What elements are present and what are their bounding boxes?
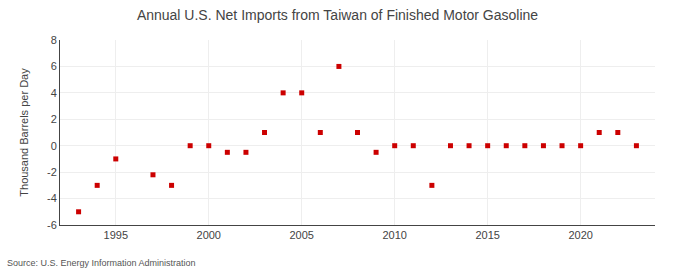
svg-text:Thousand Barrels per Day: Thousand Barrels per Day — [18, 68, 30, 197]
svg-text:-4: -4 — [47, 192, 57, 204]
svg-text:8: 8 — [51, 34, 57, 46]
svg-text:2015: 2015 — [475, 229, 499, 241]
svg-text:4: 4 — [51, 87, 57, 99]
svg-text:2005: 2005 — [289, 229, 313, 241]
svg-text:2010: 2010 — [382, 229, 406, 241]
svg-text:2020: 2020 — [568, 229, 592, 241]
svg-text:-6: -6 — [47, 219, 57, 231]
svg-text:2: 2 — [51, 113, 57, 125]
svg-text:Source: U.S. Energy Informatio: Source: U.S. Energy Information Administ… — [7, 258, 196, 268]
svg-text:2000: 2000 — [197, 229, 221, 241]
svg-text:6: 6 — [51, 60, 57, 72]
svg-text:Annual U.S. Net Imports from T: Annual U.S. Net Imports from Taiwan of F… — [137, 7, 538, 23]
svg-text:-2: -2 — [47, 166, 57, 178]
svg-text:0: 0 — [51, 140, 57, 152]
svg-text:1995: 1995 — [104, 229, 128, 241]
